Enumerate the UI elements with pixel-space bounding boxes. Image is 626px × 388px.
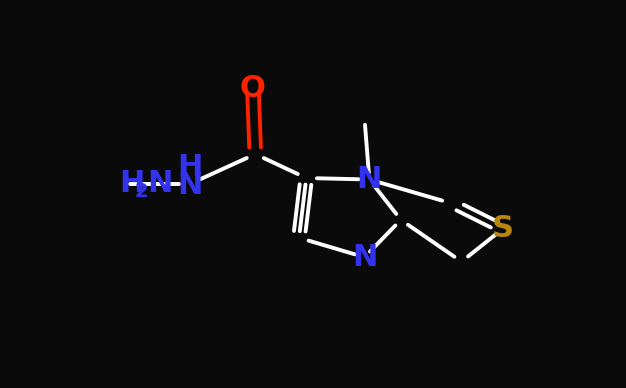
Text: N: N (177, 171, 203, 200)
Text: N: N (352, 242, 377, 272)
Text: S: S (492, 214, 514, 243)
Text: 2: 2 (134, 182, 148, 201)
Text: N: N (357, 165, 382, 194)
Text: O: O (240, 74, 266, 103)
Text: N: N (148, 170, 173, 199)
Text: H: H (120, 170, 145, 199)
Text: H: H (177, 153, 203, 182)
